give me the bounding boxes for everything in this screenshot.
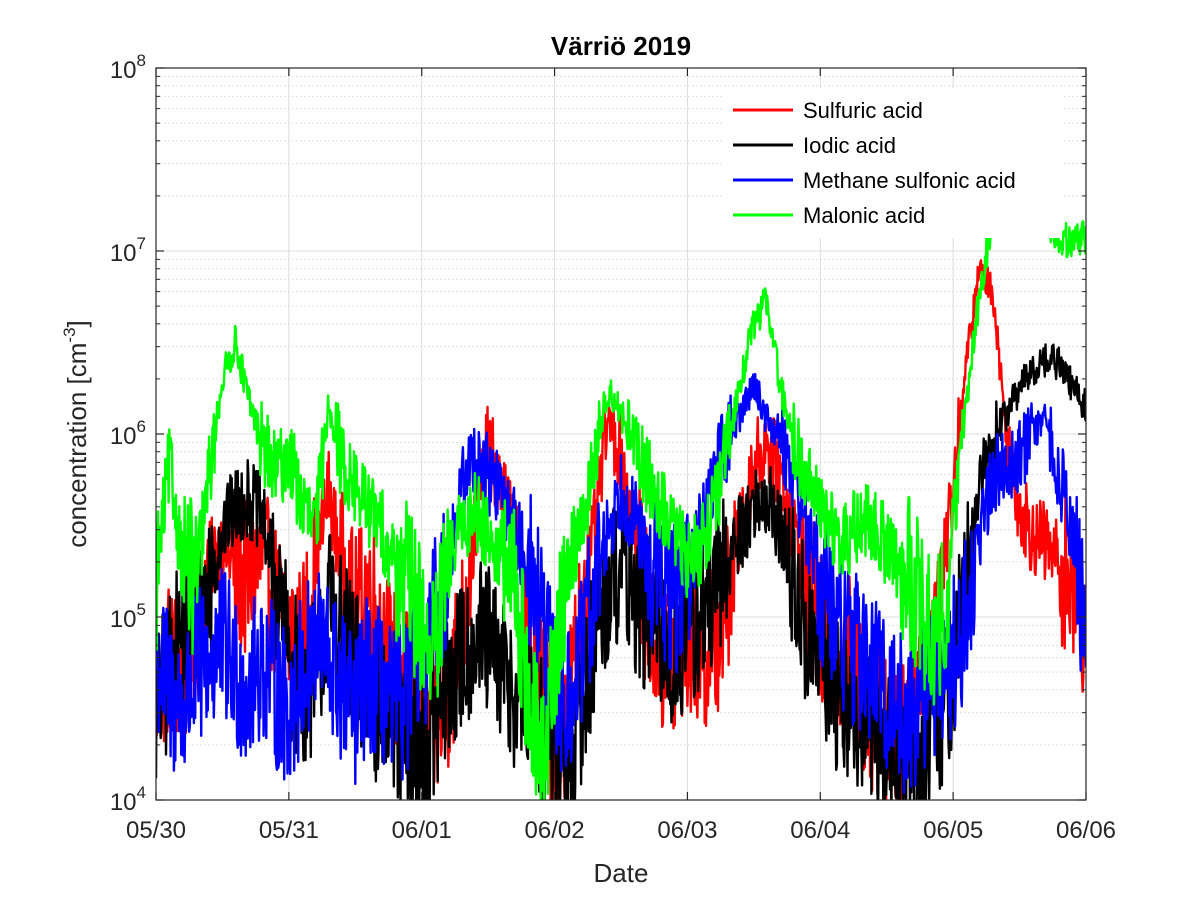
x-tick-label: 06/05 — [923, 817, 983, 844]
tick-marks — [155, 67, 1087, 801]
series-layer — [156, 181, 1086, 800]
x-tick-label: 06/06 — [1056, 817, 1116, 844]
legend-label-iodic-acid: Iodic acid — [803, 133, 896, 158]
y-axis-title: concentration [cm-3] — [60, 320, 92, 548]
series-line-malonic-acid — [156, 181, 1086, 800]
y-tick-label: 105 — [110, 600, 146, 633]
legend-label-malonic-acid: Malonic acid — [803, 203, 925, 228]
y-axis-title-main: concentration [cm — [62, 343, 92, 548]
x-axis-title: Date — [594, 858, 649, 888]
y-tick-label: 108 — [110, 51, 146, 84]
chart-title: Värriö 2019 — [551, 31, 691, 61]
x-tick-labels: 05/30 05/31 06/01 06/02 06/03 06/04 06/05 06/06 — [126, 817, 1116, 844]
x-tick-label: 05/31 — [259, 817, 319, 844]
x-tick-label: 06/04 — [790, 817, 850, 844]
y-tick-labels: 104 105 106 107 108 — [110, 51, 146, 816]
legend-label-methane-sulfonic-acid: Methane sulfonic acid — [803, 168, 1016, 193]
legend-box — [722, 88, 1062, 238]
legend-label-sulfuric-acid: Sulfuric acid — [803, 98, 923, 123]
x-tick-label: 06/02 — [525, 817, 585, 844]
x-tick-label: 05/30 — [126, 817, 186, 844]
y-axis-title-end: ] — [62, 320, 92, 327]
x-tick-label: 06/03 — [657, 817, 717, 844]
y-tick-label: 104 — [110, 783, 146, 816]
legend: Sulfuric acid Iodic acid Methane sulfonic … — [722, 88, 1062, 238]
x-tick-label: 06/01 — [392, 817, 452, 844]
y-axis-title-sup: -3 — [60, 327, 79, 342]
y-tick-label: 106 — [110, 417, 146, 450]
y-tick-label: 107 — [110, 234, 146, 267]
